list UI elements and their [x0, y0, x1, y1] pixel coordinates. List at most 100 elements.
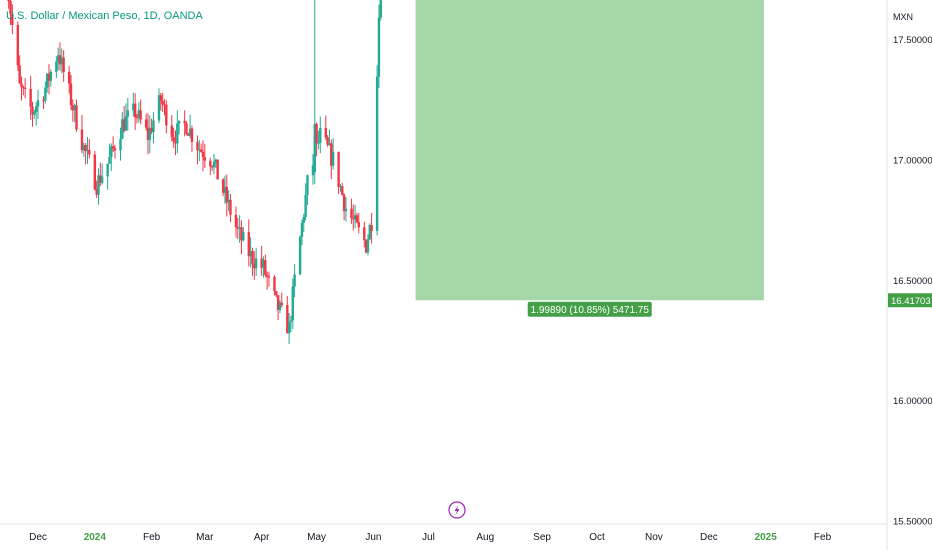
candle-body	[254, 258, 258, 269]
candle-body	[22, 87, 25, 89]
candle-body	[58, 55, 62, 65]
candle-body	[45, 73, 49, 88]
candle-body	[161, 100, 164, 105]
candle-body	[82, 145, 86, 151]
candle-body	[355, 215, 359, 223]
candles-layer	[7, 0, 382, 345]
candle-body	[176, 123, 179, 144]
candle-body	[221, 179, 225, 193]
candle-body	[99, 175, 102, 183]
candle-body	[280, 302, 283, 305]
x-tick-label: Jun	[365, 532, 381, 543]
candle-body	[170, 125, 174, 138]
candle-body	[44, 87, 47, 101]
candle-body	[209, 160, 212, 167]
candle-body	[225, 186, 228, 203]
candle-body	[265, 274, 269, 277]
x-tick-label: May	[307, 532, 326, 543]
candle-body	[137, 110, 141, 118]
candle-body	[227, 199, 230, 203]
candle-body	[133, 103, 137, 118]
candle-body	[121, 119, 124, 139]
candle-body	[36, 100, 40, 107]
candle-body	[253, 264, 256, 269]
candle-body	[132, 103, 135, 111]
x-tick-label: Sep	[533, 532, 551, 543]
candle-body	[210, 166, 214, 168]
candle-body	[260, 258, 263, 268]
candle-body	[23, 87, 27, 89]
candle-body	[379, 0, 382, 18]
y-tick-label: 17.00000	[893, 155, 932, 166]
target-info-label-bg	[527, 301, 652, 317]
candle-body	[62, 57, 65, 72]
candle-body	[111, 146, 115, 149]
candle-body	[324, 127, 327, 138]
candle-body	[71, 105, 75, 111]
candle-body	[97, 175, 100, 195]
x-tick-label: Feb	[814, 532, 832, 543]
candle-body	[55, 61, 58, 72]
y-tick-label: 16.50000	[893, 276, 932, 287]
candle-body	[84, 145, 87, 152]
currency-label: MXN	[893, 12, 913, 22]
candle-body	[47, 73, 51, 81]
candle-body	[100, 176, 104, 183]
candle-body	[69, 83, 73, 106]
candle-body	[135, 117, 139, 119]
x-tick-label: 2024	[84, 532, 107, 543]
candle-body	[18, 65, 21, 84]
candle-body	[370, 225, 373, 231]
candle-body	[152, 120, 155, 133]
candle-body	[119, 138, 122, 151]
x-tick-label: 2025	[755, 532, 778, 543]
candle-body	[106, 163, 109, 177]
lightning-icon	[454, 505, 460, 515]
candle-body	[150, 127, 153, 133]
y-tick-label: 16.00000	[893, 396, 932, 407]
target-price-tag-text: 16.41703	[891, 296, 931, 307]
candle-body	[9, 1, 12, 15]
candle-body	[190, 128, 194, 143]
candle-body	[313, 123, 316, 172]
candle-body	[342, 194, 346, 212]
candle-body	[267, 276, 271, 278]
candle-body	[148, 127, 152, 140]
candle-body	[214, 159, 218, 162]
target-zone	[415, 0, 764, 301]
candle-body	[363, 227, 366, 241]
candle-body	[304, 194, 307, 217]
candle-body	[172, 137, 175, 142]
candle-body	[249, 251, 252, 257]
x-tick-label: Mar	[196, 532, 214, 543]
candle-body	[357, 222, 360, 228]
y-tick-label: 15.50000	[893, 517, 932, 528]
candle-body	[42, 100, 45, 102]
candle-body	[157, 95, 161, 121]
candle-body	[187, 133, 190, 136]
candle-body	[289, 320, 293, 322]
candle-body	[229, 199, 232, 215]
candle-body	[29, 88, 32, 107]
candle-body	[330, 143, 333, 166]
candle-body	[273, 276, 276, 292]
candle-body	[368, 225, 371, 240]
candle-body	[33, 112, 36, 115]
candle-body	[315, 123, 318, 144]
candle-body	[185, 123, 188, 134]
zones-layer	[415, 0, 764, 301]
chart-title: U.S. Dollar / Mexican Peso, 1D, OANDA	[6, 10, 203, 22]
candle-body	[337, 151, 340, 188]
x-tick-label: Aug	[476, 532, 494, 543]
candle-body	[163, 104, 166, 106]
candle-body	[317, 142, 320, 144]
candle-body	[75, 105, 78, 130]
target-price-tag-bg	[888, 293, 932, 308]
candle-body	[183, 120, 186, 124]
candle-body	[88, 149, 91, 155]
candle-body	[306, 175, 309, 195]
x-tick-label: Apr	[254, 532, 270, 543]
candle-body	[328, 143, 331, 145]
